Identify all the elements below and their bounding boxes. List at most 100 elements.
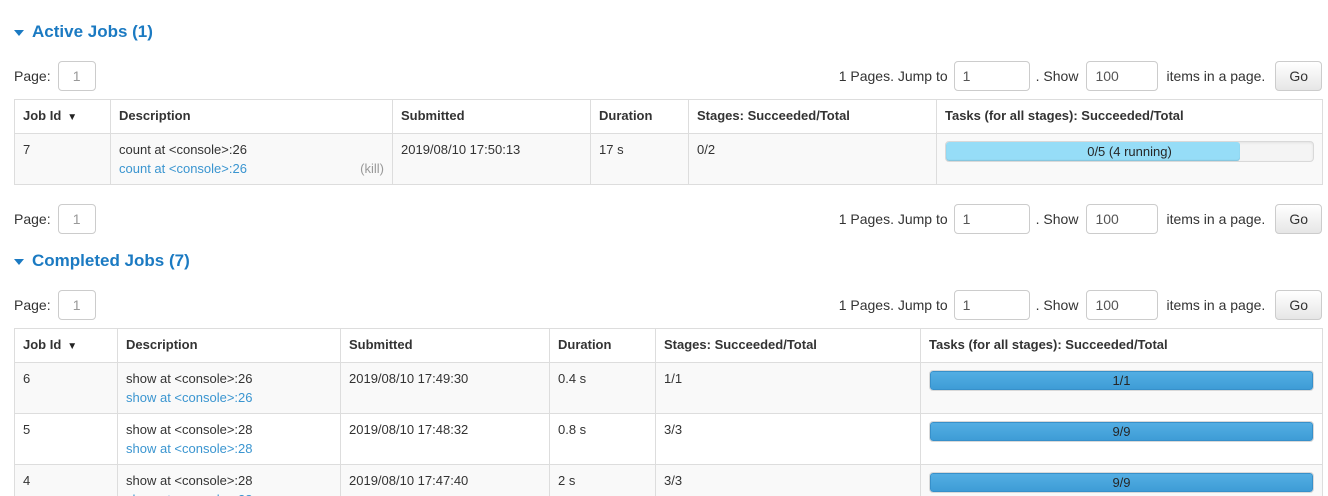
items-per-page-label: items in a page.	[1166, 68, 1266, 84]
job-description-text: count at <console>:26	[119, 142, 247, 157]
progress-label: 0/5 (4 running)	[1087, 144, 1172, 159]
job-id-cell: 6	[14, 362, 118, 414]
table-header-row: Job Id ▼ Description Submitted Duration S…	[14, 328, 1323, 363]
column-header-stages[interactable]: Stages: Succeeded/Total	[655, 328, 921, 363]
stages-cell: 0/2	[688, 133, 937, 185]
page-number-input[interactable]	[57, 204, 96, 234]
submitted-cell: 2019/08/10 17:47:40	[340, 464, 550, 496]
column-header-description[interactable]: Description	[117, 328, 341, 363]
duration-cell: 17 s	[590, 133, 689, 185]
description-cell: show at <console>:28 show at <console>:2…	[117, 413, 341, 465]
pagination-controls: 1 Pages. Jump to . Show items in a page.…	[839, 204, 1322, 234]
job-description-text: show at <console>:26	[126, 371, 253, 386]
progress-fill-completed	[930, 371, 1313, 390]
page-label: Page:	[14, 68, 51, 84]
go-button[interactable]: Go	[1275, 290, 1322, 320]
active-jobs-table: Job Id ▼ Description Submitted Duration S…	[14, 99, 1323, 185]
jump-to-input[interactable]	[953, 290, 1030, 320]
pages-jump-label: 1 Pages. Jump to	[838, 68, 948, 84]
items-per-page-label: items in a page.	[1166, 211, 1266, 227]
column-header-job-id[interactable]: Job Id ▼	[14, 99, 111, 134]
duration-cell: 0.4 s	[549, 362, 656, 414]
submitted-cell: 2019/08/10 17:50:13	[392, 133, 591, 185]
stages-cell: 3/3	[655, 464, 921, 496]
duration-cell: 0.8 s	[549, 413, 656, 465]
kill-job-link[interactable]: (kill)	[360, 161, 384, 176]
duration-cell: 2 s	[549, 464, 656, 496]
pages-jump-label: 1 Pages. Jump to	[838, 297, 948, 313]
job-detail-link[interactable]: show at <console>:28	[126, 492, 252, 496]
completed-jobs-title: Completed Jobs (7)	[32, 251, 190, 270]
submitted-cell: 2019/08/10 17:49:30	[340, 362, 550, 414]
job-description-text: show at <console>:28	[126, 422, 253, 437]
job-description-text: show at <console>:28	[126, 473, 253, 488]
column-header-tasks[interactable]: Tasks (for all stages): Succeeded/Total	[920, 328, 1323, 363]
show-label: . Show	[1035, 68, 1079, 84]
show-items-input[interactable]	[1086, 290, 1159, 320]
description-cell: show at <console>:28 show at <console>:2…	[117, 464, 341, 496]
jump-to-input[interactable]	[953, 61, 1030, 91]
job-id-cell: 5	[14, 413, 118, 465]
description-cell: show at <console>:26 show at <console>:2…	[117, 362, 341, 414]
table-row: 6 show at <console>:26 show at <console>…	[14, 362, 1323, 414]
page-label: Page:	[14, 297, 51, 313]
progress-fill-completed	[930, 422, 1313, 441]
show-label: . Show	[1035, 211, 1079, 227]
spark-jobs-page: Active Jobs (1) Page: 1 Pages. Jump to .…	[0, 22, 1328, 496]
page-number-input[interactable]	[57, 290, 96, 320]
show-items-input[interactable]	[1086, 61, 1159, 91]
progress-label: 1/1	[1112, 373, 1131, 388]
job-id-cell: 7	[14, 133, 111, 185]
tasks-cell: 9/9	[920, 413, 1323, 465]
sort-desc-icon: ▼	[67, 341, 78, 352]
column-header-duration[interactable]: Duration	[590, 99, 689, 134]
column-header-tasks[interactable]: Tasks (for all stages): Succeeded/Total	[936, 99, 1323, 134]
stages-cell: 3/3	[655, 413, 921, 465]
pagination-bar: Page: 1 Pages. Jump to . Show items in a…	[14, 204, 1322, 234]
description-cell: count at <console>:26 count at <console>…	[110, 133, 393, 185]
completed-jobs-section-header[interactable]: Completed Jobs (7)	[14, 251, 1322, 271]
job-detail-link[interactable]: show at <console>:26	[126, 390, 253, 405]
tasks-cell: 9/9	[920, 464, 1323, 496]
tasks-cell: 1/1	[920, 362, 1323, 414]
sort-desc-icon: ▼	[67, 112, 78, 123]
page-number-input[interactable]	[57, 61, 96, 91]
active-jobs-title: Active Jobs (1)	[32, 22, 153, 41]
job-id-cell: 4	[14, 464, 118, 496]
pagination-controls: 1 Pages. Jump to . Show items in a page.…	[839, 290, 1322, 320]
jump-to-input[interactable]	[953, 204, 1030, 234]
job-detail-link[interactable]: show at <console>:28	[126, 441, 253, 456]
column-header-description[interactable]: Description	[110, 99, 393, 134]
table-row: 5 show at <console>:28 show at <console>…	[14, 413, 1323, 465]
show-label: . Show	[1035, 297, 1079, 313]
table-row: 7 count at <console>:26 count at <consol…	[14, 133, 1323, 185]
submitted-cell: 2019/08/10 17:48:32	[340, 413, 550, 465]
column-header-submitted[interactable]: Submitted	[340, 328, 550, 363]
go-button[interactable]: Go	[1275, 204, 1322, 234]
stages-cell: 1/1	[655, 362, 921, 414]
progress-fill-completed	[930, 473, 1313, 492]
column-header-stages[interactable]: Stages: Succeeded/Total	[688, 99, 937, 134]
tasks-progress-bar: 9/9	[929, 472, 1314, 493]
tasks-progress-bar: 1/1	[929, 370, 1314, 391]
progress-label: 9/9	[1112, 475, 1131, 490]
items-per-page-label: items in a page.	[1166, 297, 1266, 313]
pagination-controls: 1 Pages. Jump to . Show items in a page.…	[839, 61, 1322, 91]
table-header-row: Job Id ▼ Description Submitted Duration S…	[14, 99, 1323, 134]
show-items-input[interactable]	[1086, 204, 1159, 234]
go-button[interactable]: Go	[1275, 61, 1322, 91]
active-jobs-section-header[interactable]: Active Jobs (1)	[14, 22, 1322, 42]
collapse-arrow-icon	[14, 30, 24, 36]
column-header-submitted[interactable]: Submitted	[392, 99, 591, 134]
job-detail-link[interactable]: count at <console>:26	[119, 161, 247, 176]
progress-label: 9/9	[1112, 424, 1131, 439]
collapse-arrow-icon	[14, 259, 24, 265]
tasks-cell: 0/5 (4 running)	[936, 133, 1323, 185]
column-header-job-id[interactable]: Job Id ▼	[14, 328, 118, 363]
column-header-duration[interactable]: Duration	[549, 328, 656, 363]
page-label: Page:	[14, 211, 51, 227]
completed-jobs-table: Job Id ▼ Description Submitted Duration S…	[14, 328, 1323, 496]
progress-fill-running	[946, 142, 1240, 161]
table-row: 4 show at <console>:28 show at <console>…	[14, 464, 1323, 496]
pagination-bar: Page: 1 Pages. Jump to . Show items in a…	[14, 61, 1322, 91]
